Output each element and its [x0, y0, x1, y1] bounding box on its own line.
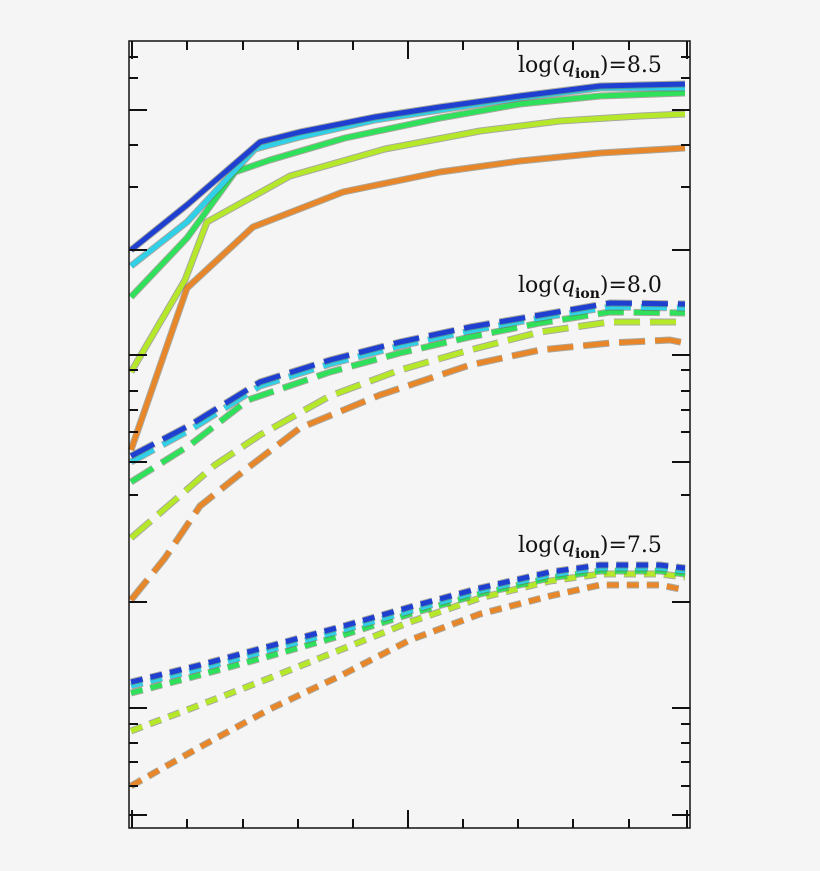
series-line-c4 — [129, 319, 685, 540]
series-line-c5 — [129, 337, 686, 602]
series-line-c4 — [128, 111, 686, 374]
group-labels: log(qion)=8.5 log(qion)=8.0 log(qion)=7.5 — [518, 53, 662, 562]
series-line-c1 — [129, 81, 686, 252]
group-label-1: log(qion)=8.0 — [518, 273, 662, 302]
axes — [128, 40, 691, 829]
series-line-c1 — [129, 300, 686, 459]
series-line-c4 — [130, 571, 686, 734]
group-label-2: log(qion)=7.5 — [518, 533, 662, 562]
series-group-0 — [127, 80, 686, 452]
series-line-c3 — [129, 90, 686, 299]
series-group-1 — [128, 299, 686, 603]
series-layer — [127, 80, 686, 790]
series-line-c5 — [129, 582, 686, 789]
series-line-c2 — [129, 304, 686, 465]
group-label-0: log(qion)=8.5 — [518, 53, 662, 82]
series-line-c5 — [128, 145, 686, 451]
series-line-c3 — [129, 309, 686, 485]
plot-frame — [128, 40, 691, 829]
series-group-2 — [129, 561, 686, 790]
series-line-c1 — [130, 562, 686, 685]
